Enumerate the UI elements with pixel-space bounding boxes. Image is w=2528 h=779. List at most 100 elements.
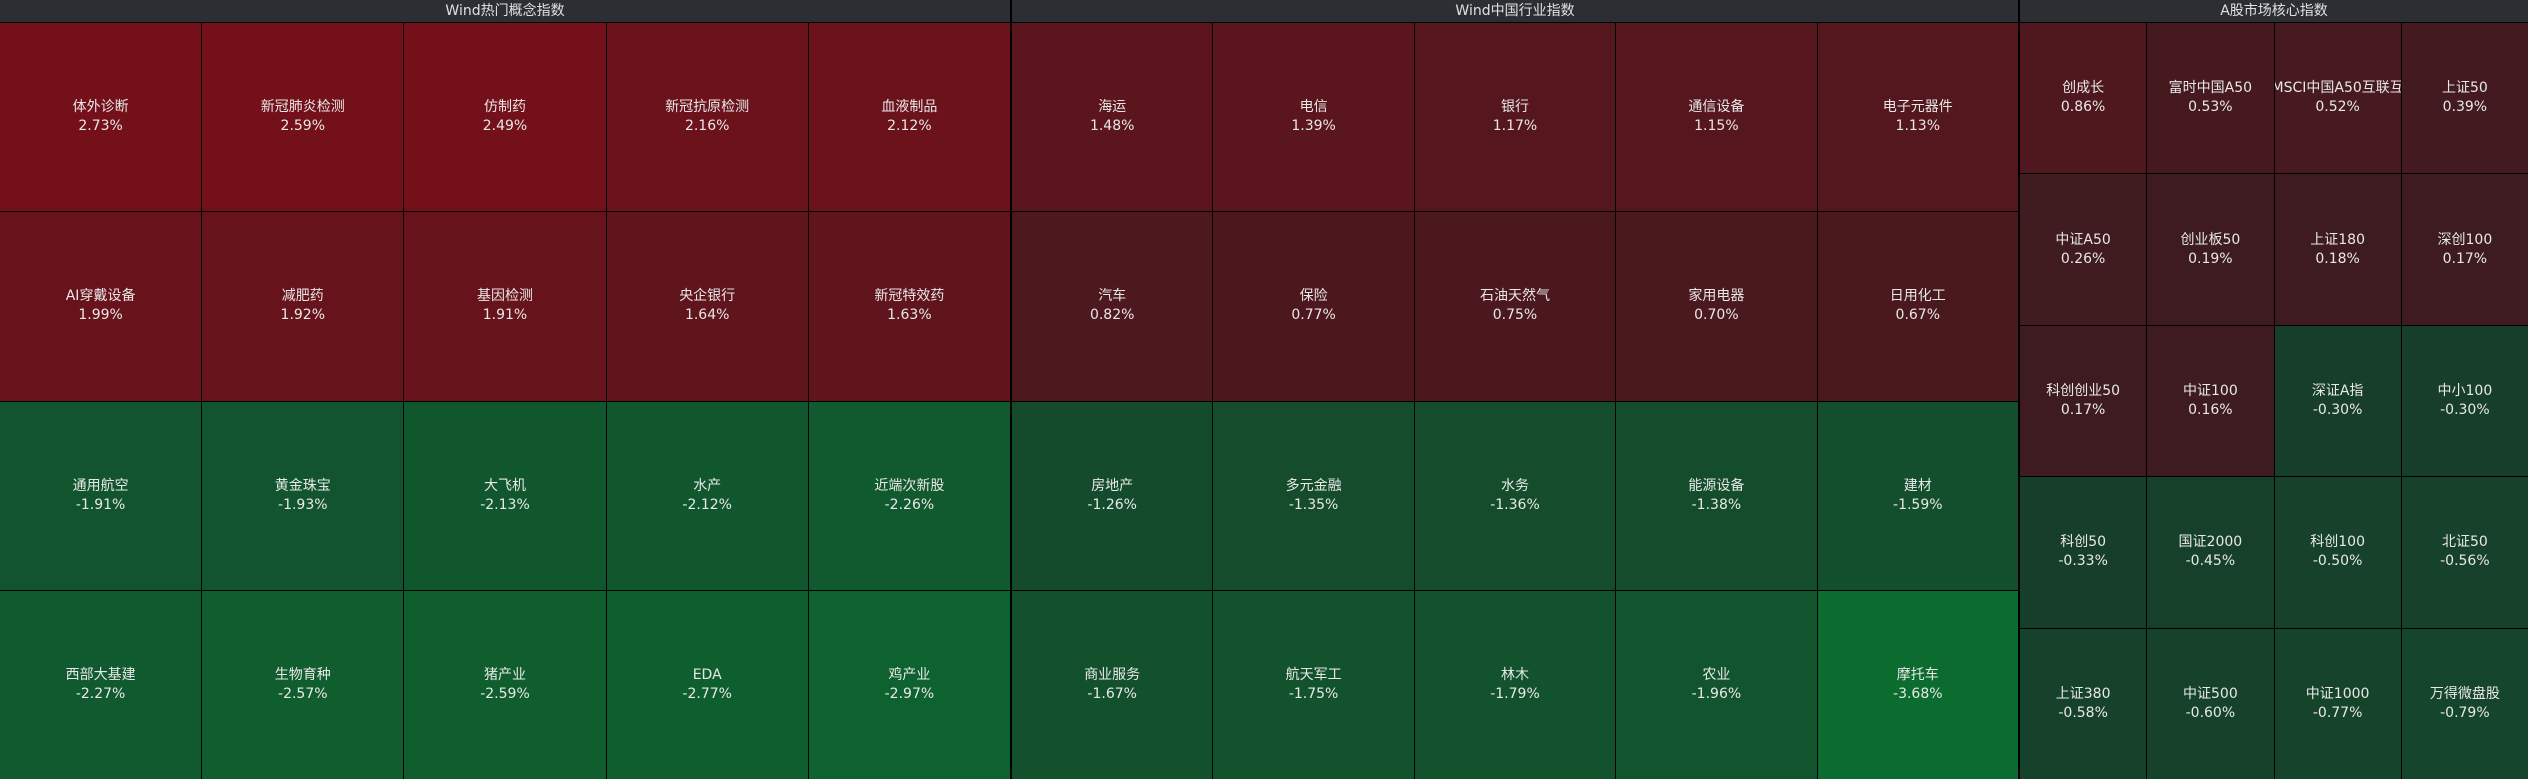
tile: 水务 -1.36% (1414, 401, 1616, 590)
tile: 能源设备 -1.38% (1616, 401, 1817, 590)
tile-name: 航天军工 (1285, 666, 1342, 683)
tile-name: 保险 (1299, 288, 1328, 305)
tile-change: -0.56% (2440, 553, 2490, 570)
tile-change: 2.12% (887, 118, 932, 135)
tile-change: 1.13% (1895, 118, 1941, 135)
tile-name: 建材 (1903, 477, 1932, 494)
tile: 创业板50 0.19% (2147, 174, 2274, 325)
tile-change: 2.49% (482, 118, 528, 135)
tile-name: 新冠特效药 (874, 288, 945, 305)
tile-change: -0.50% (2312, 553, 2363, 570)
tile: 摩托车 -3.68% (1817, 590, 2018, 779)
tile-change: 0.17% (2060, 401, 2106, 418)
tile-change: 0.75% (1492, 307, 1538, 324)
tile: 富时中国A50 0.53% (2147, 23, 2274, 174)
tile: 银行 1.17% (1414, 23, 1616, 212)
tile-change: 0.53% (2188, 99, 2233, 116)
tile-name: 摩托车 (1896, 666, 1939, 683)
tile-change: -2.59% (480, 685, 530, 702)
tile-name: 央企银行 (679, 288, 736, 305)
tile-change: -0.45% (2185, 553, 2236, 570)
tile-change: 0.82% (1089, 307, 1135, 324)
panel-title: Wind热门概念指数 (0, 0, 1010, 23)
panel: Wind中国行业指数 海运 1.48% 电信 1.39% 银行 1.17% 通信设备 1.15%… (1012, 0, 2018, 779)
tile-change: 0.19% (2188, 250, 2233, 267)
tile: AI穿戴设备 1.99% (0, 212, 202, 401)
tile-change: 1.92% (280, 307, 326, 324)
tile-change: 2.59% (280, 118, 326, 135)
tile-name: 西部大基建 (65, 666, 136, 683)
tile-change: -1.35% (1288, 496, 1339, 513)
tile: 家用电器 0.70% (1616, 212, 1817, 401)
tile-name: 商业服务 (1084, 666, 1141, 683)
tile-name: 中证100 (2183, 382, 2238, 399)
tile-name: 汽车 (1098, 288, 1127, 305)
tile-name: 猪产业 (483, 666, 526, 683)
tile-change: -2.12% (682, 496, 732, 513)
tile-change: -3.68% (1893, 685, 1943, 702)
tile-name: 石油天然气 (1479, 288, 1550, 305)
tile: 猪产业 -2.59% (404, 590, 606, 779)
panel-title: Wind中国行业指数 (1012, 0, 2018, 23)
tile-grid: 体外诊断 2.73% 新冠肺炎检测 2.59% 仿制药 2.49% 新冠抗原检测 2.16% 血… (0, 23, 1010, 779)
panel-title: A股市场核心指数 (2020, 0, 2528, 23)
tile-change: 0.18% (2315, 250, 2360, 267)
tile-name: 中小100 (2437, 382, 2493, 399)
tile-name: 上证380 (2055, 685, 2111, 702)
tile: 中证100 0.16% (2147, 325, 2274, 477)
tile: MSCI中国A50互联互 0.52% (2274, 23, 2401, 174)
tile-name: 鸡产业 (888, 666, 931, 683)
tile: 黄金珠宝 -1.93% (202, 401, 404, 590)
tile-name: 电信 (1299, 99, 1328, 116)
tile-name: 电子元器件 (1882, 99, 1953, 116)
tile-name: 近端次新股 (874, 477, 945, 494)
tile-name: 多元金融 (1285, 477, 1342, 494)
tile-name: 基因检测 (476, 288, 533, 305)
tile-name: 科创创业50 (2046, 382, 2121, 399)
tile-change: -2.57% (278, 685, 328, 702)
tile-change: -1.96% (1691, 685, 1742, 702)
tile: EDA -2.77% (606, 590, 808, 779)
tile-change: -0.79% (2440, 704, 2490, 721)
tile: 通信设备 1.15% (1616, 23, 1817, 212)
tile: 近端次新股 -2.26% (808, 401, 1010, 590)
tile-name: 国证2000 (2178, 534, 2243, 551)
tile-change: -0.33% (2058, 553, 2108, 570)
tile-change: -0.58% (2058, 704, 2108, 721)
tile-name: 新冠肺炎检测 (260, 99, 345, 116)
tile-change: -1.79% (1490, 685, 1540, 702)
tile: 北证50 -0.56% (2401, 477, 2528, 628)
tile-name: 农业 (1702, 666, 1731, 683)
tile: 国证2000 -0.45% (2147, 477, 2274, 628)
tile-change: 0.77% (1291, 307, 1336, 324)
tile-name: 万得微盘股 (2429, 685, 2500, 702)
tile: 电子元器件 1.13% (1817, 23, 2018, 212)
tile-change: -1.36% (1490, 496, 1540, 513)
tile: 基因检测 1.91% (404, 212, 606, 401)
panel: A股市场核心指数 创成长 0.86% 富时中国A50 0.53% MSCI中国A50互联互… (2020, 0, 2528, 779)
tile-grid: 海运 1.48% 电信 1.39% 银行 1.17% 通信设备 1.15% 电子元器件 1.13%… (1012, 23, 2018, 779)
tile-name: 大飞机 (483, 477, 526, 494)
tile-name: 中证1000 (2305, 685, 2370, 702)
tile-change: -0.30% (2440, 401, 2490, 418)
tile: 生物育种 -2.57% (202, 590, 404, 779)
tile: 新冠特效药 1.63% (808, 212, 1010, 401)
tile-change: 2.16% (684, 118, 730, 135)
tile-name: 水务 (1500, 477, 1529, 494)
tile: 房地产 -1.26% (1012, 401, 1213, 590)
tile: 万得微盘股 -0.79% (2401, 628, 2528, 779)
tile: 仿制药 2.49% (404, 23, 606, 212)
tile: 深证A指 -0.30% (2274, 325, 2401, 477)
tile-name: 减肥药 (281, 288, 324, 305)
tile-change: 0.17% (2442, 250, 2488, 267)
tile-name: 水产 (693, 477, 722, 494)
panel: Wind热门概念指数 体外诊断 2.73% 新冠肺炎检测 2.59% 仿制药 2.49% 新冠… (0, 0, 1010, 779)
tile-name: 房地产 (1091, 477, 1134, 494)
tile: 鸡产业 -2.97% (808, 590, 1010, 779)
tile: 减肥药 1.92% (202, 212, 404, 401)
tile-name: MSCI中国A50互联互 (2274, 80, 2401, 97)
tile: 通用航空 -1.91% (0, 401, 202, 590)
tile-name: 林木 (1500, 666, 1529, 683)
tile: 创成长 0.86% (2020, 23, 2147, 174)
tile: 中小100 -0.30% (2401, 325, 2528, 477)
